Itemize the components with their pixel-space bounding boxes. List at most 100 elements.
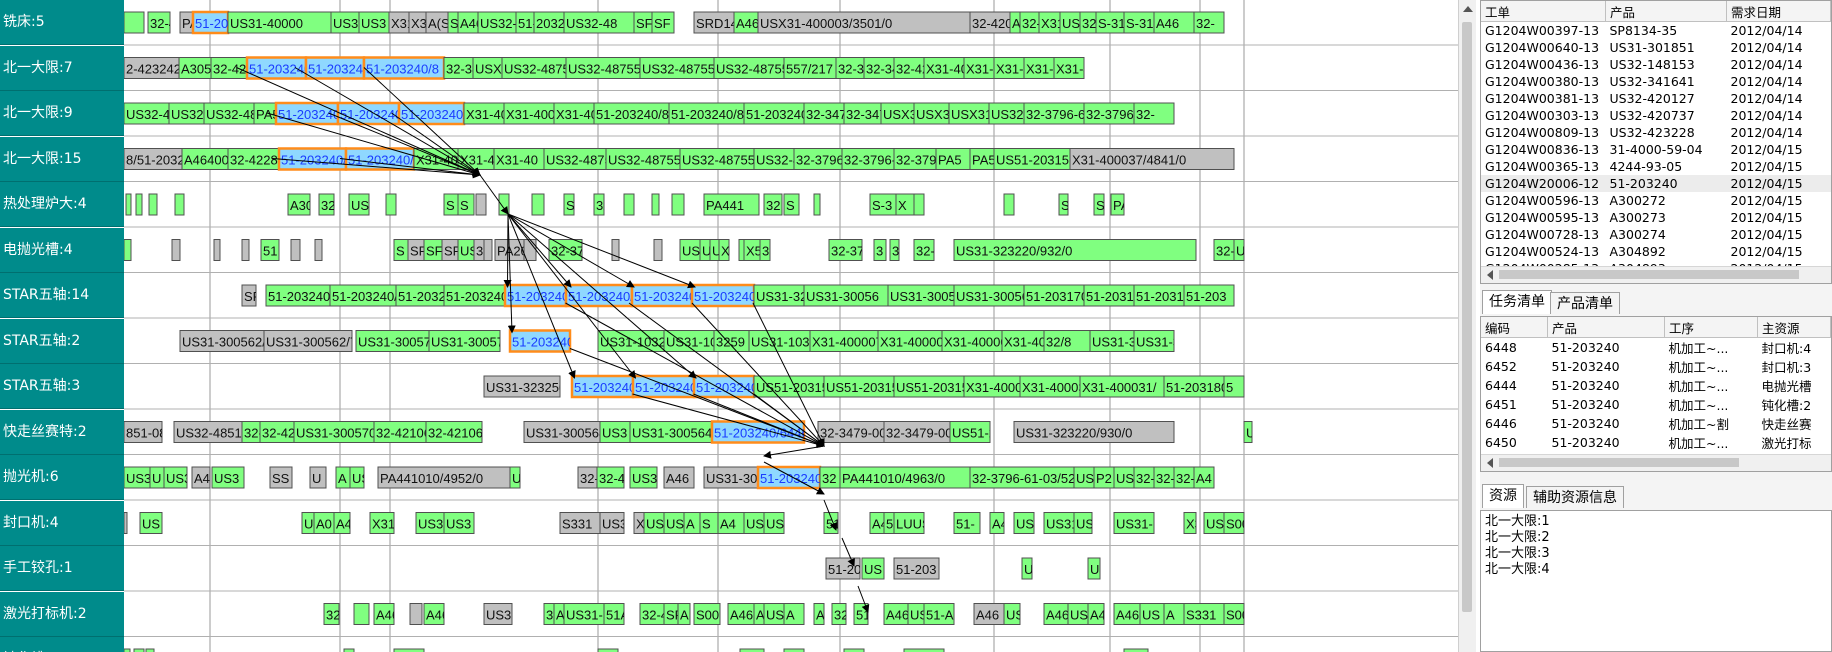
gantt-task-bar[interactable]: A bbox=[783, 603, 805, 625]
resource-row-label[interactable]: 北一大限:7 bbox=[0, 45, 124, 91]
gantt-task-bar[interactable] bbox=[623, 193, 635, 216]
resource-list-item[interactable]: 北一大限:4 bbox=[1485, 562, 1550, 577]
gantt-task-bar[interactable]: A46 bbox=[423, 603, 449, 625]
gantt-task-bar[interactable]: 32-3796-61 bbox=[1083, 102, 1153, 125]
gantt-task-bar[interactable]: 32 bbox=[819, 466, 841, 489]
gantt-task-bar[interactable]: US51-20315 bbox=[753, 375, 829, 398]
tab-product-list[interactable]: 产品清单 bbox=[1550, 292, 1620, 314]
gantt-task-bar[interactable]: US32-487557 bbox=[565, 57, 648, 79]
gantt-task-bar[interactable]: 8/51-203240/8 bbox=[124, 148, 210, 170]
gantt-task-bar[interactable]: US5 bbox=[457, 239, 485, 261]
gantt-task-bar[interactable]: US31-300562/7 bbox=[263, 330, 357, 352]
gantt-task-bar[interactable]: US31-3 bbox=[563, 603, 610, 625]
gantt-task-bar[interactable]: A(S bbox=[425, 11, 450, 34]
gantt-task-bar[interactable]: SF bbox=[441, 239, 461, 261]
gantt-task-bar[interactable]: US3 bbox=[211, 466, 245, 489]
gantt-task-bar[interactable]: 5 bbox=[1223, 375, 1245, 398]
gantt-task-bar[interactable]: USX3 bbox=[472, 57, 509, 79]
gantt-task-bar[interactable]: SF bbox=[651, 11, 675, 34]
gantt-task-bar[interactable]: PA441010/4963/0 bbox=[839, 466, 971, 489]
work-order-row[interactable]: G1204W00380-13 US32-341641 2012/04/14 bbox=[1481, 73, 1831, 90]
gantt-task-bar[interactable]: 32-4 bbox=[241, 421, 270, 443]
gantt-task-bar[interactable]: US bbox=[1139, 603, 1165, 625]
gantt-task-bar[interactable] bbox=[651, 193, 660, 216]
gantt-task-bar[interactable]: S-3 bbox=[869, 193, 897, 216]
gantt-task-bar[interactable]: U bbox=[309, 466, 327, 489]
task-row[interactable]: 6450 51-203240 机加工~... 激光打标 bbox=[1481, 433, 1831, 452]
gantt-task-bar[interactable]: US bbox=[1067, 603, 1089, 625]
gantt-task-bar[interactable]: US bbox=[348, 193, 370, 216]
gantt-task-bar[interactable]: US31-30 bbox=[1133, 330, 1187, 352]
gantt-task-bar[interactable]: 32-3796- bbox=[793, 148, 848, 170]
gantt-task-bar[interactable]: 51 bbox=[260, 239, 280, 261]
gantt-task-bar[interactable] bbox=[145, 648, 155, 652]
gantt-task-bar[interactable]: US3 bbox=[483, 603, 513, 625]
gantt-task-bar[interactable]: A46 bbox=[457, 11, 483, 34]
gantt-task-bar[interactable]: S00 bbox=[1223, 603, 1249, 625]
gantt-task-bar[interactable]: S bbox=[699, 512, 719, 534]
gantt-task-bar[interactable]: US31-32323 bbox=[753, 284, 829, 307]
gantt-task-bar[interactable]: 32-421060-1 bbox=[425, 421, 502, 443]
gantt-task-bar[interactable]: A4 bbox=[869, 512, 888, 534]
gantt-task-bar[interactable] bbox=[290, 239, 301, 261]
gantt-task-bar[interactable]: 32-3479-00-1 bbox=[817, 421, 898, 443]
resource-row-label[interactable]: STAR五轴:2 bbox=[0, 318, 124, 364]
work-order-row[interactable]: G1204W00436-13 US32-148153 2012/04/14 bbox=[1481, 56, 1831, 73]
gantt-task-bar[interactable]: S bbox=[393, 239, 409, 261]
gantt-task-bar[interactable]: A bbox=[753, 603, 765, 625]
gantt-task-bar[interactable]: U bbox=[301, 512, 315, 534]
gantt-task-bar[interactable]: US32-3796-6 bbox=[988, 102, 1068, 125]
gantt-task-bar[interactable]: X31 bbox=[369, 512, 395, 534]
gantt-task-bar[interactable]: X31-40 bbox=[1023, 57, 1068, 79]
gantt-task-bar[interactable] bbox=[385, 193, 397, 216]
gantt-task-bar[interactable] bbox=[611, 239, 620, 261]
gantt-task-bar[interactable]: X bbox=[718, 239, 730, 261]
gantt-task-bar[interactable]: A bbox=[133, 648, 145, 652]
gantt-task-bar[interactable]: US32-487557 bbox=[679, 148, 762, 170]
column-header-product[interactable]: 产品 bbox=[1605, 1, 1727, 22]
gantt-task-bar[interactable]: US3 bbox=[358, 11, 390, 34]
gantt-task-bar[interactable]: S331 bbox=[559, 512, 601, 534]
work-order-horizontal-scrollbar[interactable] bbox=[1481, 266, 1831, 283]
gantt-task-bar[interactable]: US31-300562/1 bbox=[179, 330, 273, 352]
gantt-task-bar[interactable]: 851-08 bbox=[124, 421, 166, 443]
gantt-task-bar[interactable]: 32- bbox=[577, 466, 599, 489]
scroll-left-arrow-icon[interactable] bbox=[1487, 270, 1493, 280]
column-header-demand-date[interactable]: 需求日期 bbox=[1726, 1, 1831, 22]
gantt-task-bar[interactable]: 32 bbox=[323, 603, 340, 625]
gantt-task-bar[interactable]: US51-20315 bbox=[993, 148, 1071, 170]
gantt-task-bar[interactable]: US bbox=[861, 557, 885, 580]
gantt-task-bar[interactable]: 51-203180 bbox=[1163, 375, 1228, 398]
gantt-task-bar[interactable]: USX31 bbox=[948, 102, 992, 125]
gantt-task-bar[interactable]: 51-203 bbox=[893, 557, 940, 580]
gantt-task-bar[interactable]: U bbox=[509, 466, 521, 489]
gantt-task-bar[interactable] bbox=[738, 239, 745, 261]
resource-row-label[interactable]: 热处理炉大:4 bbox=[0, 182, 124, 227]
resource-row-label[interactable]: 抛光机:6 bbox=[0, 455, 124, 500]
task-row[interactable]: 894351-203240机加工~磨STAR五... bbox=[1481, 471, 1831, 472]
gantt-task-bar[interactable]: 51-203240/ bbox=[265, 284, 334, 307]
column-header-product[interactable]: 产品 bbox=[1547, 317, 1665, 338]
gantt-task-bar[interactable]: 32-3796-61-03/525 bbox=[969, 466, 1083, 489]
gantt-task-bar[interactable]: A3059 bbox=[178, 57, 219, 79]
gantt-task-bar[interactable]: 32-4 bbox=[596, 466, 625, 489]
resource-row-label[interactable]: 快走丝赛特:2 bbox=[0, 409, 124, 455]
gantt-task-bar[interactable]: X31- bbox=[388, 11, 418, 34]
gantt-task-bar[interactable]: PA5 bbox=[969, 148, 996, 170]
gantt-task-bar[interactable]: US32-487557 bbox=[501, 57, 584, 79]
gantt-task-bar[interactable]: 51 bbox=[823, 512, 840, 534]
gantt-task-bar[interactable]: US31-3 bbox=[163, 466, 210, 489]
gantt-task-bar[interactable] bbox=[125, 193, 132, 216]
resource-row-label[interactable]: 手工铰孔:1 bbox=[0, 546, 124, 591]
gantt-task-bar[interactable]: US31-30056 bbox=[953, 284, 1029, 307]
gantt-task-bar[interactable]: SRD1405 bbox=[693, 11, 752, 34]
gantt-task-bar[interactable]: 32 bbox=[763, 193, 783, 216]
gantt-task-bar[interactable]: SF bbox=[663, 603, 683, 625]
gantt-task-bar[interactable]: X3 bbox=[1183, 512, 1202, 534]
gantt-task-bar-highlighted[interactable]: 51-203240/ bbox=[503, 283, 573, 308]
task-row[interactable]: 6452 51-203240 机加工~... 封口机:3 bbox=[1481, 357, 1831, 376]
gantt-task-bar[interactable]: US32-48 bbox=[203, 102, 257, 125]
work-order-row[interactable]: G1204W00524-13 A304892 2012/04/15 bbox=[1481, 243, 1831, 260]
gantt-task-bar-highlighted[interactable]: 51-203240/ bbox=[756, 465, 826, 490]
gantt-task-bar[interactable]: X31-400 bbox=[413, 148, 465, 170]
